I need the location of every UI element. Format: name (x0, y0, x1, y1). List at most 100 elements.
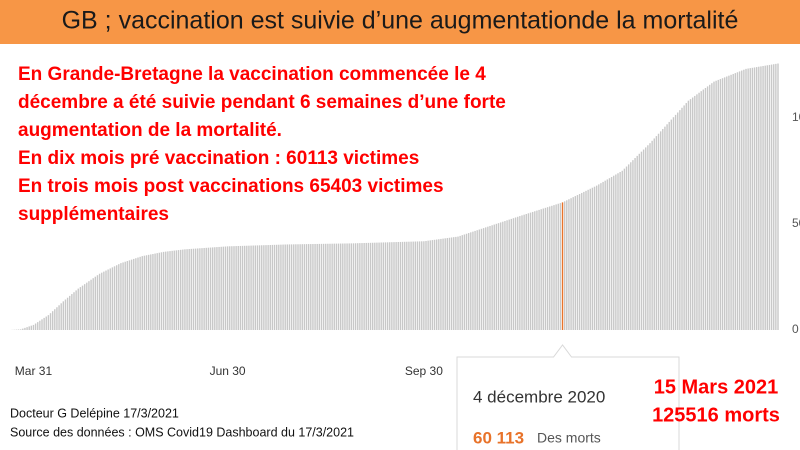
bar (327, 243, 329, 330)
bar (165, 251, 167, 330)
bar (773, 64, 775, 331)
bar (728, 75, 730, 330)
bar (237, 246, 239, 330)
bar (585, 190, 587, 330)
bar (250, 245, 252, 330)
bar (184, 249, 186, 330)
bar (613, 175, 615, 330)
bar (721, 78, 724, 330)
bar (478, 229, 481, 330)
bar (399, 241, 402, 330)
bar (122, 262, 124, 330)
bar (252, 245, 254, 330)
bar (224, 246, 227, 330)
bar (154, 253, 156, 330)
bar (77, 288, 79, 330)
bar (90, 279, 92, 330)
bar (295, 244, 297, 330)
bar (670, 119, 673, 330)
bar (45, 316, 47, 330)
bar (380, 242, 382, 330)
bar (331, 243, 333, 330)
bar (188, 249, 190, 330)
bar (209, 247, 212, 330)
bar (461, 235, 463, 330)
bar (482, 228, 485, 330)
bar (521, 215, 523, 330)
bar (438, 239, 440, 330)
bar (303, 244, 306, 330)
bar (118, 264, 120, 330)
bar (126, 261, 129, 330)
bar (683, 105, 685, 330)
bar (734, 73, 737, 330)
bar (194, 248, 197, 330)
bar (17, 329, 20, 330)
date-note: 15 Mars 2021 (654, 376, 779, 398)
bar (753, 67, 756, 330)
bar (62, 301, 65, 330)
bar (254, 245, 257, 330)
bar (694, 95, 696, 330)
bar (135, 258, 137, 330)
bar (493, 224, 495, 330)
bar (107, 269, 109, 330)
bar (768, 64, 771, 330)
bar (557, 203, 559, 330)
bar (726, 76, 728, 331)
bar (130, 259, 133, 330)
bar (162, 251, 165, 330)
bar (745, 68, 747, 330)
bar (531, 211, 534, 330)
bar (408, 241, 410, 330)
bar (128, 260, 131, 330)
bar (406, 241, 408, 330)
bar (271, 244, 274, 330)
bar (22, 328, 24, 330)
bar (563, 201, 566, 330)
bar (139, 256, 141, 330)
bar (433, 239, 436, 330)
bar (318, 243, 321, 330)
slide-title: GB ; vaccination est suivie d’une augmen… (62, 7, 739, 35)
bar (423, 241, 425, 330)
bar (747, 68, 749, 331)
bar (743, 69, 745, 331)
bar (691, 97, 694, 331)
bar (514, 217, 517, 330)
bar (529, 212, 532, 330)
bar (632, 160, 634, 330)
bar (677, 112, 679, 331)
bar (312, 244, 314, 330)
bar (446, 238, 449, 330)
y-tick-label: 0 (792, 322, 799, 336)
bar (352, 243, 355, 330)
bar (442, 238, 444, 330)
bar (218, 246, 220, 330)
bar (647, 145, 649, 330)
bar (777, 63, 779, 331)
bar (649, 143, 651, 330)
bar (730, 74, 732, 330)
bar (698, 92, 700, 330)
bar (167, 251, 169, 330)
bar (504, 221, 506, 330)
bar (499, 222, 502, 330)
bar (79, 287, 82, 330)
bar (549, 206, 551, 330)
bar (34, 323, 37, 330)
bar (337, 243, 340, 330)
bar (704, 87, 707, 330)
bar (655, 136, 658, 330)
bar (636, 155, 638, 330)
title-banner (0, 0, 800, 44)
bar (455, 236, 457, 330)
bar (261, 245, 263, 330)
bar (54, 309, 56, 330)
bar (73, 292, 75, 330)
bar (101, 272, 103, 330)
body-text: En dix mois pré vaccination : 60113 vict… (18, 148, 419, 169)
bar (568, 199, 570, 330)
bar (762, 66, 764, 331)
x-tick-label: Mar 31 (15, 364, 53, 378)
